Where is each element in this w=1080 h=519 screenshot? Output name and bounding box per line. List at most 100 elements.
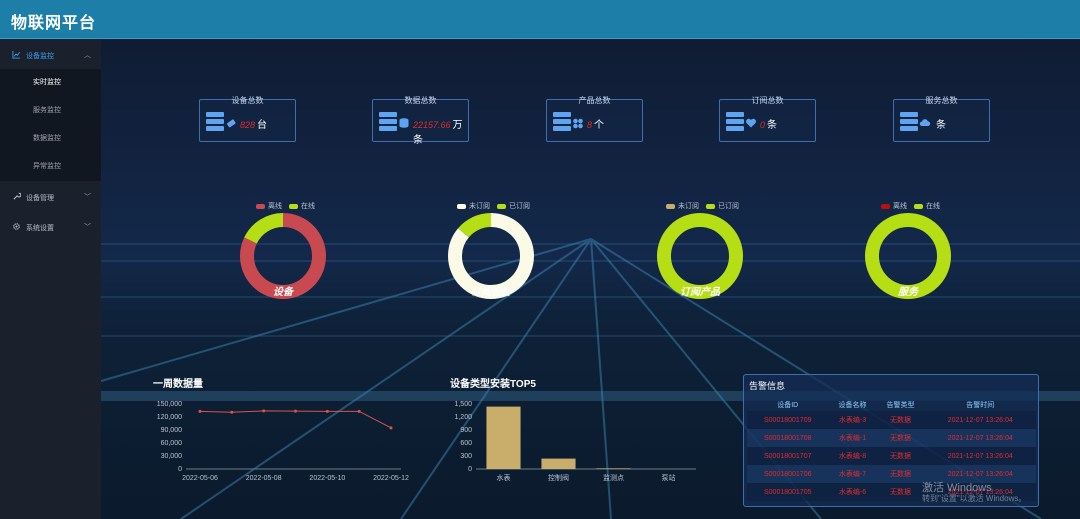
server-rack-icon	[379, 112, 397, 132]
sidebar-item-exception[interactable]: 异常监控	[33, 163, 61, 170]
table-cell: 无数据	[889, 489, 911, 496]
donut-center-label: 服务	[898, 287, 918, 298]
data-point[interactable]	[262, 409, 266, 413]
legend-swatch	[288, 203, 298, 209]
sidebar-submenu: 实时监控 服务监控 数据监控 异常监控	[0, 69, 101, 181]
x-tick-label: 2022-05-12	[373, 475, 409, 482]
table-row[interactable]: S00018001705 水表编-6 无数据 2021-12-07 13:26:…	[747, 483, 1036, 501]
donut-services: 离线 在线 服务	[853, 199, 963, 309]
sidebar-group-label: 设备监控	[26, 53, 54, 60]
sidebar-item-data[interactable]: 数据监控	[33, 135, 61, 142]
table-row[interactable]: S00018001706 水表编-7 无数据 2021-12-07 13:26:…	[747, 465, 1036, 483]
table-cell: 水表编-7	[838, 471, 867, 478]
donut-subscribed-products: 未订阅 已订阅 订阅产品	[645, 199, 755, 309]
donut-ring	[448, 213, 534, 299]
series-line	[199, 410, 392, 429]
table-cell: 无数据	[889, 417, 911, 424]
y-tick-label: 90,000	[161, 427, 183, 434]
sidebar-item-realtime[interactable]: 实时监控	[33, 79, 61, 86]
data-point[interactable]	[389, 426, 393, 430]
stat-card-devices: 设备总数 828 台	[199, 96, 296, 142]
sidebar: 设备监控 ︿ 实时监控 服务监控 数据监控 异常监控 设备管理 ﹀ 系统设置 ﹀	[0, 39, 101, 519]
column-header: 设备ID	[777, 401, 799, 409]
cube-icon	[573, 118, 583, 129]
stat-title: 订阅总数	[751, 96, 784, 105]
table-row[interactable]: S00018001709 水表编-3 无数据 2021-12-07 13:26:…	[747, 411, 1036, 429]
table-cell: 无数据	[889, 435, 911, 442]
table-cell: S00018001706	[763, 470, 812, 478]
table-cell: 2021-12-07 13:26:04	[947, 452, 1013, 460]
sidebar-item-service[interactable]: 服务监控	[33, 107, 61, 114]
sidebar-group-system-settings[interactable]: 系统设置 ﹀	[0, 211, 101, 241]
windows-activation-hint: 转到"设置"以激活 Windows。	[922, 494, 1027, 503]
stat-title: 数据总数	[404, 96, 437, 105]
y-tick-label: 0	[178, 466, 182, 473]
sidebar-group-label: 系统设置	[26, 225, 54, 232]
legend-swatch	[705, 203, 715, 209]
data-point[interactable]	[230, 410, 234, 414]
table-cell: 无数据	[889, 453, 911, 460]
table-cell: 水表编-3	[838, 417, 867, 424]
donut-center-label: 订阅产品	[680, 287, 720, 298]
legend-swatch	[666, 203, 676, 209]
data-point[interactable]	[294, 409, 297, 413]
y-tick-label: 300	[460, 453, 472, 460]
top-bar: 物联网平台	[0, 0, 1080, 39]
column-header: 告警类型	[886, 401, 915, 409]
column-header: 告警时间	[966, 401, 995, 409]
donut-center-label: 订阅设备	[471, 287, 511, 298]
stat-value: 828 台	[240, 120, 268, 131]
table-cell: 2021-12-07 13:26:04	[947, 434, 1013, 442]
data-point[interactable]	[198, 409, 202, 413]
device-type-bar-chart: 0 300 600 900 1,200 1,500 水表 控制阀 监测点 泵站	[454, 401, 696, 482]
windows-activation-watermark: 激活 Windows	[922, 482, 992, 494]
sidebar-group-device-manage[interactable]: 设备管理 ﹀	[0, 181, 101, 211]
donut-subscribed-devices: 未订阅 已订阅 订阅设备	[436, 199, 546, 309]
bar[interactable]	[486, 406, 521, 469]
sidebar-group-device-monitor[interactable]: 设备监控 ︿	[0, 39, 101, 69]
alarm-panel-title: 告警信息	[749, 381, 786, 391]
table-cell: S00018001708	[763, 434, 812, 442]
table-cell: S00018001709	[763, 416, 812, 424]
server-rack-icon	[553, 112, 571, 132]
donut-ring	[657, 213, 743, 299]
data-point[interactable]	[357, 409, 361, 413]
table-cell: S00018001707	[763, 452, 812, 460]
line-chart-title: 一周数据量	[153, 379, 203, 390]
cloud-icon	[919, 119, 931, 126]
y-tick-label: 1,500	[454, 401, 472, 408]
wrench-icon	[13, 192, 21, 200]
line-chart-icon	[12, 50, 21, 59]
alarm-panel: 告警信息 设备ID 设备名称 告警类型 告警时间 S00018001709 水表…	[743, 374, 1039, 507]
y-tick-label: 60,000	[161, 440, 183, 447]
server-rack-icon	[206, 112, 224, 132]
stat-title: 设备总数	[231, 96, 264, 105]
x-tick-label: 水表	[497, 473, 511, 482]
bar[interactable]	[541, 458, 576, 469]
alarm-table: 设备ID 设备名称 告警类型 告警时间 S00018001709 水表编-3 无…	[747, 398, 1036, 501]
bar[interactable]	[596, 468, 631, 469]
donut-legend: 离线 在线	[228, 201, 338, 211]
donut-devices: 离线 在线 设备	[228, 199, 338, 309]
table-row[interactable]: S00018001707 水表编-8 无数据 2021-12-07 13:26:…	[747, 447, 1036, 465]
device-icon	[226, 119, 236, 128]
table-cell: 2021-12-07 13:26:04	[947, 488, 1013, 496]
table-row[interactable]: S00018001708 水表编-1 无数据 2021-12-07 13:26:…	[747, 429, 1036, 447]
donut-legend: 未订阅 已订阅	[436, 201, 546, 211]
stat-value: 条	[936, 120, 946, 131]
chevron-up-icon: ︿	[84, 52, 91, 59]
stat-title: 服务总数	[925, 96, 958, 105]
bar-chart-title: 设备类型安装TOP5	[450, 379, 536, 390]
y-tick-label: 150,000	[157, 401, 182, 408]
y-tick-label: 1,200	[454, 414, 472, 421]
database-icon	[399, 118, 409, 128]
data-point[interactable]	[325, 409, 329, 413]
chevron-down-icon: ﹀	[84, 224, 91, 231]
donut-legend: 未订阅 已订阅	[645, 201, 755, 211]
y-tick-label: 600	[460, 440, 472, 447]
